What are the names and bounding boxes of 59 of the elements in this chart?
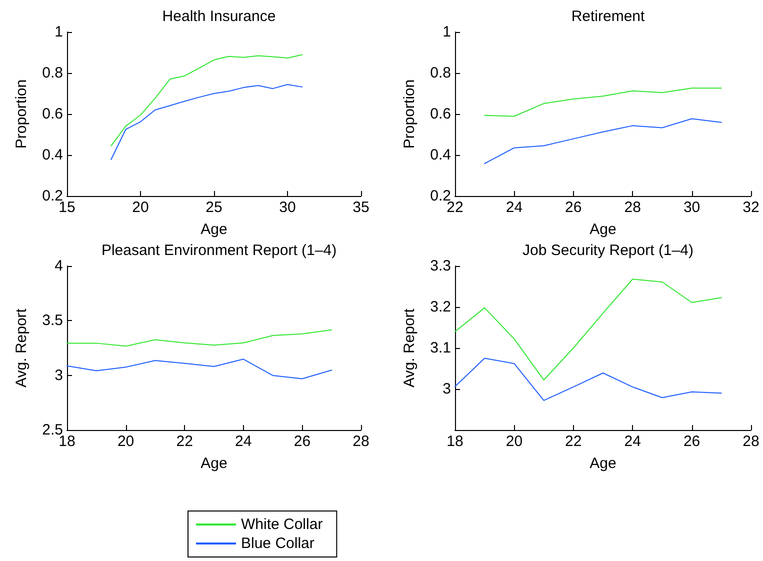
x-tick-label: 30 [683,199,700,216]
x-tick-label: 35 [352,199,370,216]
y-axis-title: Avg. Report [13,308,30,388]
x-tick-label: 30 [279,199,296,216]
x-tick-label: 15 [58,199,76,216]
x-tick-label: 26 [683,433,700,450]
line-series [454,278,722,380]
y-axis-title: Proportion [13,79,30,149]
x-tick-label: 22 [176,433,193,450]
x-tick-label: 18 [446,433,464,450]
y-axis-title: Proportion [401,79,418,149]
line-series [454,358,722,401]
x-axis-title: Age [200,221,228,238]
x-tick-label: 26 [565,199,582,216]
chart-title: Retirement [571,8,646,25]
legend-label: White Collar [241,516,323,533]
x-tick-label: 32 [742,199,760,216]
y-tick-label: 1 [54,24,63,40]
y-tick-label: 3 [442,380,451,398]
line-series [110,54,303,146]
y-tick-label: 3 [54,366,63,384]
chart-title: Health Insurance [162,8,276,25]
chart-title: Job Security Report (1–4) [522,242,694,259]
x-tick-label: 20 [132,199,149,216]
y-tick-label: 3.3 [430,258,451,274]
x-tick-label: 22 [565,433,582,450]
y-axis-title: Avg. Report [401,308,418,388]
y-tick-label: 0.6 [42,106,63,122]
x-tick-label: 22 [446,199,464,216]
x-tick-label: 24 [506,199,523,216]
x-axis-title: Age [590,455,616,472]
x-tick-label: 20 [506,433,523,450]
y-tick-label: 0.8 [430,64,451,82]
x-tick-label: 26 [294,433,311,450]
x-tick-label: 25 [206,199,222,216]
x-tick-label: 24 [235,433,252,450]
x-tick-label: 28 [742,433,760,450]
y-tick-label: 3.2 [430,298,451,316]
y-tick-label: 0.6 [430,106,451,122]
x-tick-label: 24 [624,433,641,450]
x-axis-title: Age [590,221,616,238]
legend-label: Blue Collar [241,535,314,552]
line-series [66,329,332,347]
y-tick-label: 4 [54,258,63,274]
y-tick-label: 1 [442,24,451,40]
y-tick-label: 0.4 [42,146,63,164]
line-series [484,88,722,117]
y-tick-label: 3.5 [42,312,63,330]
y-tick-label: 3.1 [430,340,451,356]
x-axis-title: Age [200,455,228,472]
line-series [484,118,722,164]
x-tick-label: 28 [352,433,370,450]
y-tick-label: 0.4 [430,146,451,164]
y-tick-label: 0.8 [42,64,63,82]
x-tick-label: 20 [117,433,134,450]
x-tick-label: 28 [624,199,641,216]
chart-title: Pleasant Environment Report (1–4) [101,242,337,259]
line-series [66,358,332,380]
line-series [110,84,303,160]
